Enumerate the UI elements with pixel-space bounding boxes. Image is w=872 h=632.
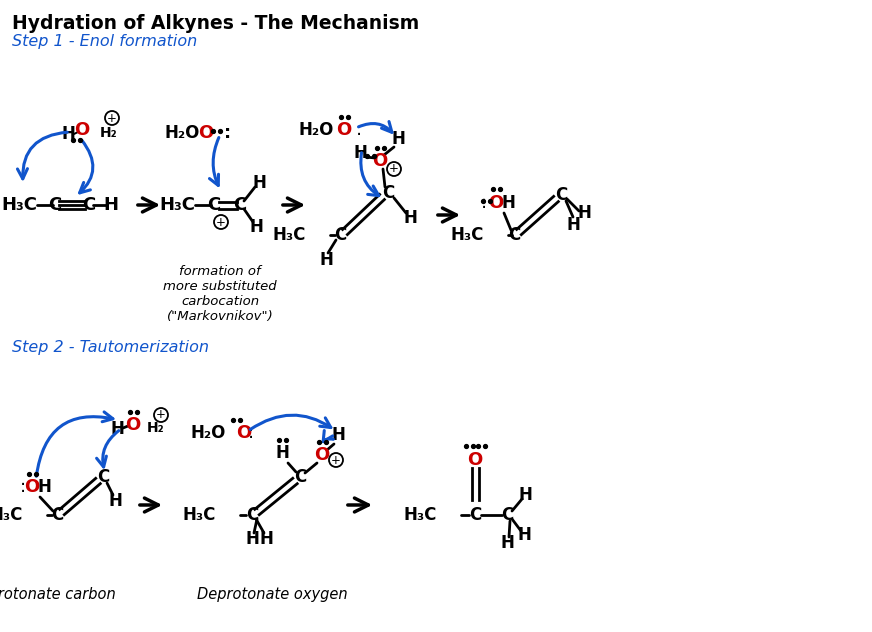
- Text: C: C: [51, 506, 63, 524]
- Text: C: C: [234, 196, 247, 214]
- Text: H: H: [353, 144, 367, 162]
- Text: H₃C: H₃C: [1, 196, 37, 214]
- Text: H₂: H₂: [147, 421, 165, 435]
- Text: H: H: [61, 125, 75, 143]
- Text: H₃C: H₃C: [159, 196, 195, 214]
- Text: H: H: [110, 420, 124, 438]
- Text: +: +: [156, 408, 166, 422]
- Text: O: O: [488, 194, 504, 212]
- Text: Deprotonate oxygen: Deprotonate oxygen: [197, 587, 347, 602]
- Text: H₃C: H₃C: [0, 506, 23, 524]
- Text: H: H: [319, 251, 333, 269]
- Text: O: O: [467, 451, 482, 469]
- Text: :: :: [224, 124, 231, 142]
- Text: O: O: [236, 424, 251, 442]
- Text: +: +: [331, 454, 341, 466]
- Text: Hydration of Alkynes - The Mechanism: Hydration of Alkynes - The Mechanism: [12, 14, 419, 33]
- Text: O: O: [126, 416, 140, 434]
- Text: H: H: [391, 130, 405, 148]
- Text: +: +: [107, 111, 117, 125]
- Text: C: C: [469, 506, 481, 524]
- Text: H: H: [108, 492, 122, 510]
- Text: H: H: [252, 174, 266, 192]
- Text: O: O: [315, 446, 330, 464]
- Text: H: H: [37, 478, 51, 496]
- Text: C: C: [555, 186, 567, 204]
- Text: :: :: [481, 194, 487, 212]
- Text: H₂O: H₂O: [165, 124, 200, 142]
- Text: H₂O: H₂O: [298, 121, 334, 139]
- Text: H₃C: H₃C: [404, 506, 437, 524]
- Text: H: H: [403, 209, 417, 227]
- Text: :: :: [20, 478, 26, 496]
- Text: H: H: [249, 218, 263, 236]
- Text: C: C: [382, 184, 394, 202]
- Text: H₃C: H₃C: [182, 506, 216, 524]
- Text: H: H: [275, 444, 289, 462]
- Text: H: H: [259, 530, 273, 548]
- Text: C: C: [334, 226, 346, 244]
- Text: +: +: [389, 162, 399, 176]
- Text: C: C: [508, 226, 520, 244]
- Text: Step 2 - Tautomerization: Step 2 - Tautomerization: [12, 340, 209, 355]
- Text: C: C: [294, 468, 306, 486]
- Text: H: H: [104, 196, 119, 214]
- Text: O: O: [74, 121, 90, 139]
- Text: C: C: [501, 506, 513, 524]
- Text: H: H: [517, 526, 531, 544]
- Text: H: H: [501, 194, 515, 212]
- Text: H: H: [500, 534, 514, 552]
- Text: H₂: H₂: [100, 126, 118, 140]
- Text: O: O: [337, 121, 351, 139]
- Text: :: :: [356, 121, 362, 139]
- Text: H: H: [566, 216, 580, 234]
- Text: H: H: [245, 530, 259, 548]
- Text: Protonate carbon: Protonate carbon: [0, 587, 115, 602]
- Text: :: :: [248, 424, 254, 442]
- Text: C: C: [208, 196, 221, 214]
- Text: C: C: [48, 196, 62, 214]
- Text: Step 1 - Enol formation: Step 1 - Enol formation: [12, 34, 197, 49]
- Text: formation of
more substituted
carbocation
("Markovnikov"): formation of more substituted carbocatio…: [163, 265, 276, 323]
- Text: H: H: [577, 204, 591, 222]
- Text: O: O: [372, 152, 388, 170]
- Text: O: O: [198, 124, 214, 142]
- Text: H₃C: H₃C: [273, 226, 306, 244]
- Text: H₂O: H₂O: [191, 424, 226, 442]
- Text: C: C: [97, 468, 109, 486]
- Text: +: +: [216, 216, 226, 229]
- Text: H₃C: H₃C: [451, 226, 484, 244]
- Text: H: H: [331, 426, 345, 444]
- Text: C: C: [82, 196, 96, 214]
- Text: O: O: [24, 478, 39, 496]
- Text: H: H: [518, 486, 532, 504]
- Text: C: C: [246, 506, 258, 524]
